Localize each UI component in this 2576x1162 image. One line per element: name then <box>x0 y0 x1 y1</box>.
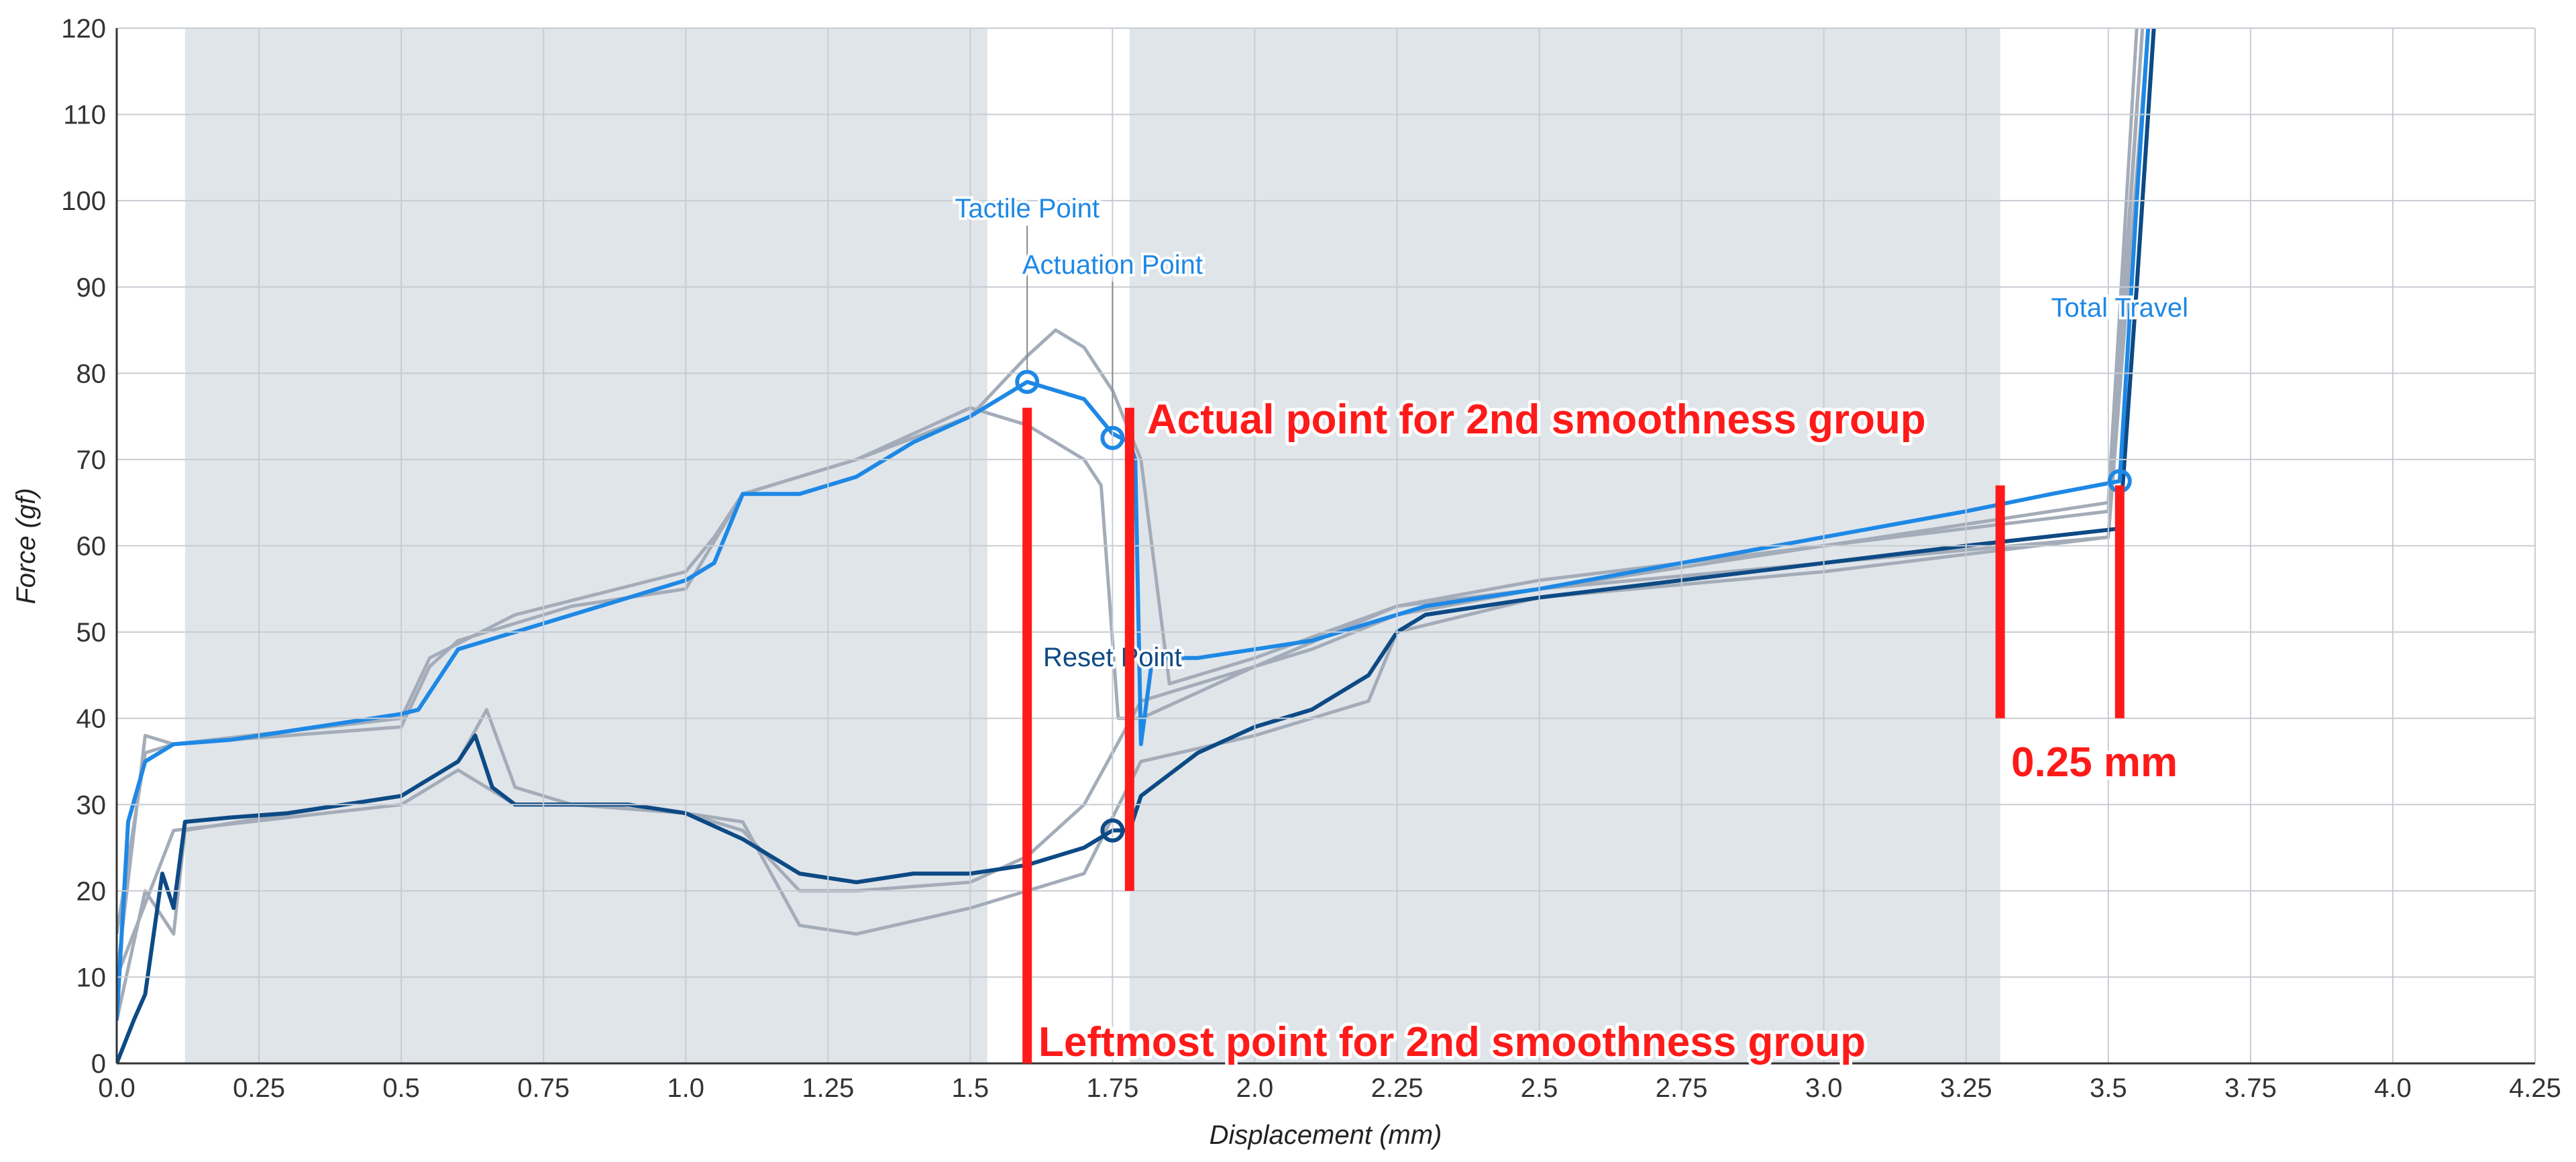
x-tick-label: 2.75 <box>1656 1073 1708 1103</box>
y-tick-label: 20 <box>76 877 107 906</box>
point-label: Reset Point <box>1043 643 1182 672</box>
y-tick-label: 30 <box>76 790 107 820</box>
x-tick-label: 1.25 <box>802 1073 854 1103</box>
y-tick-label: 60 <box>76 532 107 562</box>
x-tick-label: 0.25 <box>233 1073 285 1103</box>
red-annotation: 0.25 mm <box>2011 739 2178 786</box>
x-tick-label: 0.0 <box>98 1073 136 1103</box>
x-tick-label: 3.75 <box>2224 1073 2277 1103</box>
x-tick-label: 0.75 <box>517 1073 570 1103</box>
x-tick-label: 1.5 <box>952 1073 989 1103</box>
y-tick-label: 80 <box>76 359 107 388</box>
x-axis-title: Displacement (mm) <box>1210 1120 1442 1150</box>
x-tick-label: 2.5 <box>1521 1073 1558 1103</box>
y-tick-label: 100 <box>61 187 106 216</box>
point-label: Tactile Point <box>955 194 1099 223</box>
x-tick-label: 0.5 <box>382 1073 420 1103</box>
y-tick-label: 40 <box>76 704 107 734</box>
x-tick-label: 2.25 <box>1371 1073 1424 1103</box>
y-tick-label: 0 <box>91 1049 106 1079</box>
point-label: Total Travel <box>2051 293 2189 323</box>
x-tick-label: 4.0 <box>2374 1073 2412 1103</box>
series-line <box>117 28 2156 1063</box>
y-axis-title: Force (gf) <box>11 488 41 604</box>
y-tick-label: 10 <box>76 963 107 992</box>
x-tick-label: 3.0 <box>1805 1073 1843 1103</box>
y-tick-label: 90 <box>76 273 107 303</box>
point-marker <box>1015 370 1040 394</box>
series-line <box>117 28 2145 935</box>
y-tick-label: 50 <box>76 618 107 647</box>
x-tick-label: 1.0 <box>667 1073 704 1103</box>
x-tick-label: 3.5 <box>2090 1073 2127 1103</box>
point-marker <box>1100 818 1125 843</box>
red-annotation: Leftmost point for 2nd smoothness group <box>1038 1019 1866 1065</box>
point-marker <box>1100 425 1125 450</box>
y-tick-label: 70 <box>76 445 107 475</box>
x-tick-label: 1.75 <box>1086 1073 1138 1103</box>
y-tick-label: 120 <box>61 14 106 44</box>
point-label: Actuation Point <box>1022 250 1203 280</box>
x-tick-label: 3.25 <box>1940 1073 1992 1103</box>
x-tick-label: 2.0 <box>1236 1073 1274 1103</box>
y-tick-label: 110 <box>63 101 106 130</box>
x-tick-label: 4.25 <box>2509 1073 2561 1103</box>
series-line <box>117 28 2151 1020</box>
red-annotation: Actual point for 2nd smoothness group <box>1147 397 1926 443</box>
